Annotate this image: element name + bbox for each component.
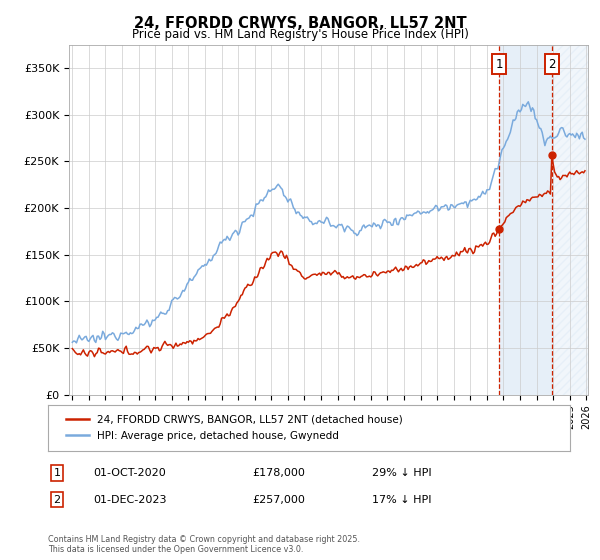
Text: 29% ↓ HPI: 29% ↓ HPI — [372, 468, 431, 478]
Text: 1: 1 — [53, 468, 61, 478]
Text: £178,000: £178,000 — [252, 468, 305, 478]
Bar — [552, 45, 588, 395]
Text: 01-DEC-2023: 01-DEC-2023 — [93, 494, 167, 505]
Text: 01-OCT-2020: 01-OCT-2020 — [93, 468, 166, 478]
Text: 2: 2 — [53, 494, 61, 505]
Text: 2: 2 — [548, 58, 556, 71]
Text: Price paid vs. HM Land Registry's House Price Index (HPI): Price paid vs. HM Land Registry's House … — [131, 28, 469, 41]
Legend: 24, FFORDD CRWYS, BANGOR, LL57 2NT (detached house), HPI: Average price, detache: 24, FFORDD CRWYS, BANGOR, LL57 2NT (deta… — [58, 408, 410, 448]
Bar — [499, 45, 552, 395]
Text: £257,000: £257,000 — [252, 494, 305, 505]
Text: 24, FFORDD CRWYS, BANGOR, LL57 2NT: 24, FFORDD CRWYS, BANGOR, LL57 2NT — [134, 16, 466, 31]
Text: 17% ↓ HPI: 17% ↓ HPI — [372, 494, 431, 505]
Text: Contains HM Land Registry data © Crown copyright and database right 2025.
This d: Contains HM Land Registry data © Crown c… — [48, 535, 360, 554]
Text: 1: 1 — [496, 58, 503, 71]
